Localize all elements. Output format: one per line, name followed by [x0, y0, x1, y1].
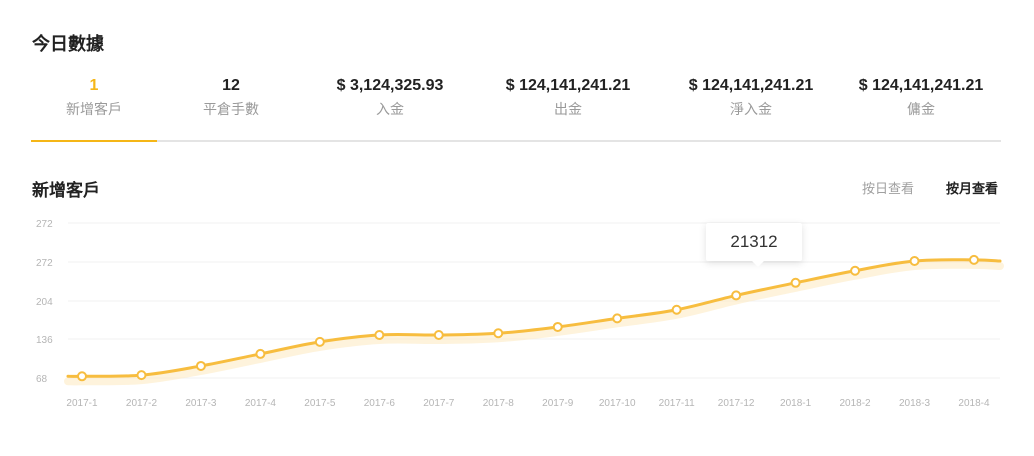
x-tick-label: 2017-6 — [364, 398, 396, 409]
data-point[interactable] — [671, 304, 682, 315]
x-tick-label: 2017-9 — [542, 398, 574, 409]
stat-value: $ 124,141,241.21 — [688, 77, 814, 94]
x-tick-label: 2017-8 — [483, 398, 515, 409]
x-tick-label: 2017-5 — [304, 398, 336, 409]
x-axis-ticks: 2017-1 2017-2 2017-3 2017-4 2017-5 2017-6 2017… — [66, 398, 990, 409]
y-tick-label: 272 — [36, 258, 53, 269]
stat-commission[interactable]: $ 124,141,241.21 傭金 — [841, 74, 1001, 140]
data-point[interactable] — [493, 328, 504, 339]
data-point[interactable] — [909, 256, 920, 266]
chart-title: 新增客戶 — [32, 181, 100, 200]
stat-label: 出金 — [554, 101, 582, 117]
x-tick-label: 2018-4 — [958, 398, 990, 409]
data-point[interactable] — [136, 370, 147, 381]
view-toggle: 按日查看 按月查看 — [862, 178, 998, 197]
x-tick-label: 2017-11 — [659, 398, 695, 409]
data-point[interactable] — [790, 277, 801, 288]
y-tick-label: 68 — [36, 374, 48, 385]
stat-deposit[interactable]: $ 3,124,325.93 入金 — [305, 74, 475, 140]
y-tick-label: 204 — [36, 297, 53, 308]
x-tick-label: 2017-10 — [599, 398, 636, 409]
stat-value: 1 — [89, 77, 99, 94]
x-tick-label: 2018-3 — [899, 398, 931, 409]
stat-net-deposit[interactable]: $ 124,141,241.21 淨入金 — [661, 74, 841, 140]
y-tick-label: 272 — [36, 219, 53, 230]
y-tick-label: 136 — [36, 335, 53, 346]
data-point[interactable] — [314, 336, 325, 347]
stat-label: 平倉手數 — [203, 101, 259, 117]
data-point[interactable] — [731, 290, 742, 301]
x-tick-label: 2018-1 — [780, 398, 812, 409]
x-tick-label: 2017-2 — [126, 398, 158, 409]
stat-label: 淨入金 — [730, 101, 772, 117]
x-tick-label: 2017-12 — [718, 398, 755, 409]
stat-value: $ 3,124,325.93 — [336, 77, 444, 94]
stat-value: $ 124,141,241.21 — [505, 77, 631, 94]
stat-withdrawal[interactable]: $ 124,141,241.21 出金 — [475, 74, 661, 140]
x-tick-label: 2017-7 — [423, 398, 455, 409]
section-title: 今日數據 — [32, 34, 104, 54]
data-point[interactable] — [612, 313, 623, 324]
x-tick-label: 2017-4 — [245, 398, 277, 409]
stat-label: 新增客戶 — [66, 101, 122, 117]
series-line — [66, 258, 1002, 378]
series-line-shadow — [64, 260, 1004, 386]
data-point[interactable] — [195, 360, 206, 371]
x-tick-label: 2017-3 — [185, 398, 217, 409]
stat-closed-lots[interactable]: 12 平倉手數 — [157, 74, 305, 140]
stat-label: 傭金 — [907, 101, 935, 117]
x-tick-label: 2018-2 — [839, 398, 871, 409]
data-point[interactable] — [552, 321, 563, 332]
stat-value: $ 124,141,241.21 — [858, 77, 984, 94]
stats-tabs: 1 新增客戶 12 平倉手數 $ 3,124,325.93 入金 $ 124,1… — [31, 74, 1001, 142]
x-tick-label: 2017-1 — [66, 398, 98, 409]
stat-value: 12 — [222, 77, 240, 94]
chart-tooltip: 21312 — [706, 223, 802, 267]
data-point[interactable] — [255, 348, 266, 359]
stat-new-clients[interactable]: 1 新增客戶 — [31, 74, 157, 142]
view-by-day-button[interactable]: 按日查看 — [861, 181, 914, 196]
series-points — [77, 254, 979, 382]
data-point[interactable] — [374, 329, 385, 340]
view-by-month-button[interactable]: 按月查看 — [945, 181, 998, 196]
data-point[interactable] — [969, 254, 979, 265]
chart-grid — [68, 222, 1000, 379]
data-point[interactable] — [77, 371, 87, 382]
data-point[interactable] — [850, 265, 861, 276]
y-axis-ticks: 272 272 204 136 68 — [36, 219, 53, 385]
data-point[interactable] — [433, 329, 444, 340]
stat-label: 入金 — [376, 101, 404, 117]
